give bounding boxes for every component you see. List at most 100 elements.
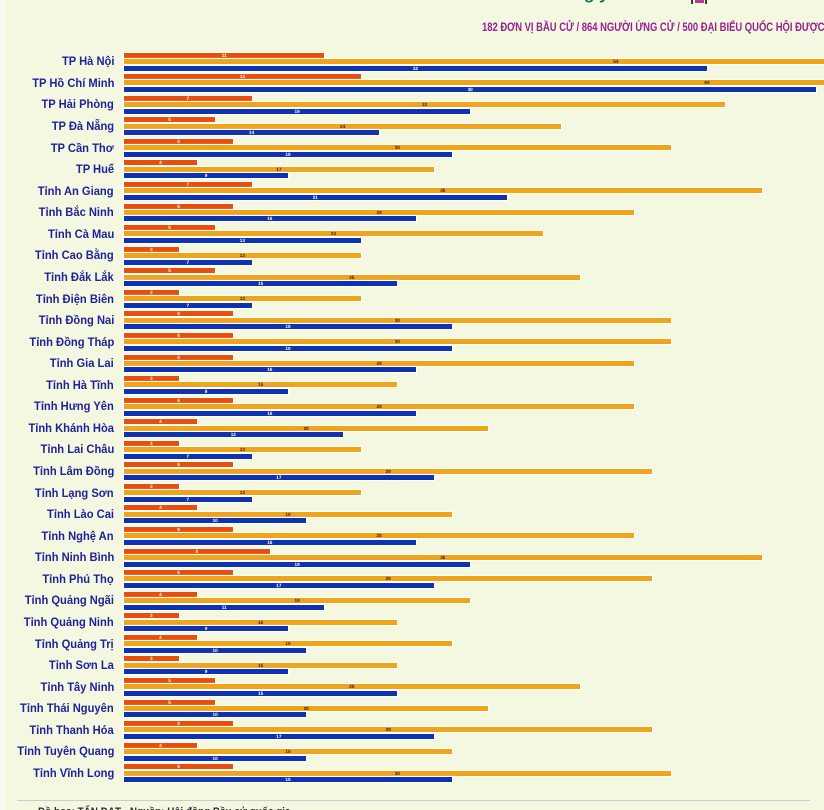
svg-text:3: 3 <box>150 376 153 381</box>
svg-text:33: 33 <box>422 102 428 107</box>
svg-text:7: 7 <box>186 497 189 502</box>
svg-text:13: 13 <box>240 253 246 258</box>
svg-text:18: 18 <box>285 749 291 754</box>
svg-text:29: 29 <box>386 469 392 474</box>
svg-text:28: 28 <box>376 533 382 538</box>
svg-text:6: 6 <box>177 570 180 575</box>
svg-text:19: 19 <box>294 598 300 603</box>
svg-text:18: 18 <box>285 152 291 157</box>
svg-text:30: 30 <box>395 771 401 776</box>
svg-text:6: 6 <box>177 527 180 532</box>
svg-text:5: 5 <box>168 268 171 273</box>
svg-text:18: 18 <box>285 324 291 329</box>
svg-text:6: 6 <box>177 204 180 209</box>
svg-text:15: 15 <box>258 382 264 387</box>
svg-text:5: 5 <box>168 117 171 122</box>
svg-text:17: 17 <box>276 167 282 172</box>
svg-text:11: 11 <box>222 605 227 610</box>
svg-text:15: 15 <box>258 663 264 668</box>
svg-text:6: 6 <box>177 398 180 403</box>
svg-text:3: 3 <box>150 484 153 489</box>
svg-text:38: 38 <box>468 87 474 92</box>
svg-text:5: 5 <box>168 225 171 230</box>
svg-text:25: 25 <box>349 684 355 689</box>
svg-text:6: 6 <box>177 721 180 726</box>
svg-text:17: 17 <box>276 583 282 588</box>
svg-text:6: 6 <box>177 139 180 144</box>
svg-text:15: 15 <box>258 620 264 625</box>
svg-text:13: 13 <box>240 490 246 495</box>
svg-text:25: 25 <box>349 275 355 280</box>
svg-text:9: 9 <box>205 389 208 394</box>
svg-text:19: 19 <box>294 562 300 567</box>
svg-text:30: 30 <box>395 318 401 323</box>
svg-text:15: 15 <box>258 281 264 286</box>
svg-text:6: 6 <box>177 311 180 316</box>
svg-text:7: 7 <box>186 96 189 101</box>
svg-text:64: 64 <box>704 80 710 85</box>
svg-text:6: 6 <box>177 462 180 467</box>
svg-text:6: 6 <box>177 333 180 338</box>
svg-text:18: 18 <box>285 641 291 646</box>
svg-text:30: 30 <box>395 145 401 150</box>
svg-text:7: 7 <box>186 182 189 187</box>
svg-text:4: 4 <box>159 505 162 510</box>
svg-text:4: 4 <box>159 635 162 640</box>
svg-text:4: 4 <box>159 592 162 597</box>
svg-text:16: 16 <box>267 540 273 545</box>
svg-text:6: 6 <box>177 764 180 769</box>
svg-text:3: 3 <box>150 441 153 446</box>
svg-text:23: 23 <box>331 231 337 236</box>
svg-text:18: 18 <box>285 346 291 351</box>
svg-text:20: 20 <box>304 426 310 431</box>
svg-text:30: 30 <box>395 339 401 344</box>
svg-text:11: 11 <box>222 53 227 58</box>
svg-text:10: 10 <box>212 518 218 523</box>
svg-text:10: 10 <box>212 648 218 653</box>
svg-text:24: 24 <box>340 124 346 129</box>
svg-text:3: 3 <box>150 656 153 661</box>
svg-text:54: 54 <box>613 59 619 64</box>
svg-text:35: 35 <box>440 188 446 193</box>
svg-text:7: 7 <box>186 454 189 459</box>
svg-text:4: 4 <box>159 160 162 165</box>
svg-text:13: 13 <box>240 447 246 452</box>
svg-text:7: 7 <box>186 260 189 265</box>
svg-text:7: 7 <box>186 303 189 308</box>
svg-text:3: 3 <box>150 613 153 618</box>
svg-text:19: 19 <box>294 109 300 114</box>
svg-text:28: 28 <box>376 404 382 409</box>
svg-text:13: 13 <box>240 74 246 79</box>
svg-text:4: 4 <box>159 743 162 748</box>
svg-text:15: 15 <box>258 691 264 696</box>
svg-text:16: 16 <box>267 367 273 372</box>
svg-text:17: 17 <box>276 475 282 480</box>
svg-text:10: 10 <box>212 756 218 761</box>
svg-text:5: 5 <box>168 678 171 683</box>
svg-text:5: 5 <box>168 700 171 705</box>
svg-text:13: 13 <box>240 238 246 243</box>
svg-text:20: 20 <box>304 706 310 711</box>
svg-text:14: 14 <box>249 130 255 135</box>
svg-text:6: 6 <box>177 355 180 360</box>
svg-text:18: 18 <box>285 512 291 517</box>
svg-text:3: 3 <box>150 290 153 295</box>
svg-text:8: 8 <box>196 549 199 554</box>
svg-text:9: 9 <box>205 173 208 178</box>
svg-text:35: 35 <box>440 555 446 560</box>
svg-text:3: 3 <box>150 247 153 252</box>
svg-text:21: 21 <box>313 195 319 200</box>
svg-text:12: 12 <box>231 432 237 437</box>
svg-text:29: 29 <box>386 727 392 732</box>
svg-text:9: 9 <box>205 669 208 674</box>
svg-text:9: 9 <box>205 626 208 631</box>
svg-text:4: 4 <box>159 419 162 424</box>
svg-text:29: 29 <box>386 576 392 581</box>
svg-text:28: 28 <box>376 210 382 215</box>
svg-text:16: 16 <box>267 411 273 416</box>
svg-text:18: 18 <box>285 777 291 782</box>
svg-text:10: 10 <box>212 712 218 717</box>
svg-text:32: 32 <box>413 66 419 71</box>
svg-text:17: 17 <box>276 734 282 739</box>
svg-text:16: 16 <box>267 216 273 221</box>
